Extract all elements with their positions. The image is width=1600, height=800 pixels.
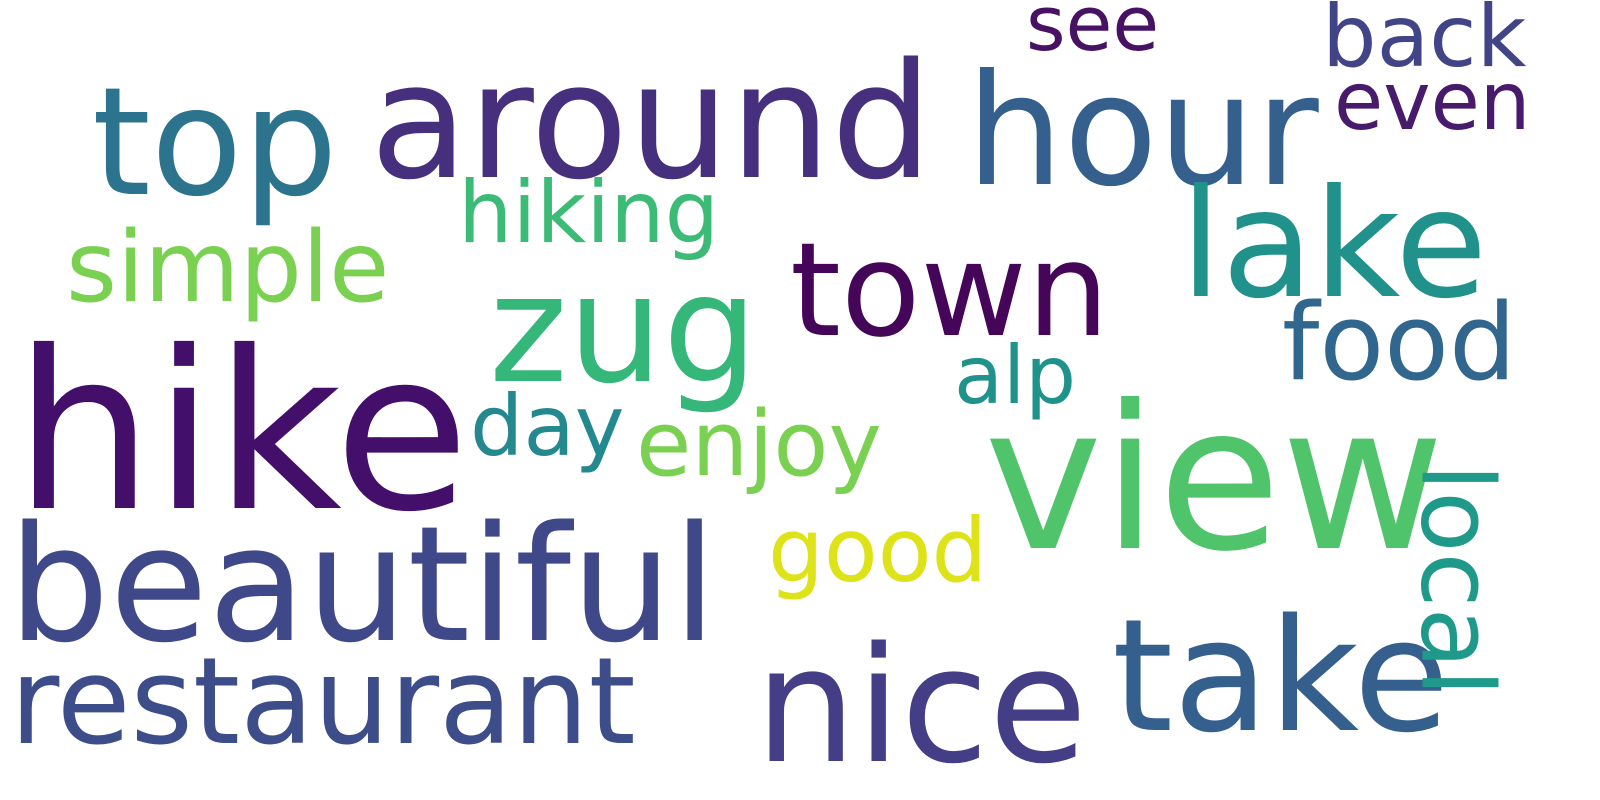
word-local: local xyxy=(1398,463,1516,697)
word-back: back xyxy=(1322,0,1527,87)
word-restaurant: restaurant xyxy=(10,633,636,772)
word-beautiful: beautiful xyxy=(8,491,717,678)
word-day: day xyxy=(470,377,625,475)
word-good: good xyxy=(768,499,988,602)
word-enjoy: enjoy xyxy=(636,392,882,497)
word-town: town xyxy=(790,214,1110,366)
word-take: take xyxy=(1112,585,1450,767)
word-hike: hike xyxy=(14,304,470,560)
word-hiking: hiking xyxy=(458,163,720,263)
word-zug: zug xyxy=(489,243,759,417)
word-see: see xyxy=(1026,0,1160,68)
word-hour: hour xyxy=(966,42,1319,221)
word-top: top xyxy=(92,56,338,230)
word-alp: alp xyxy=(954,329,1077,422)
word-simple: simple xyxy=(66,211,390,325)
word-food: food xyxy=(1282,281,1517,404)
word-view: view xyxy=(984,363,1445,596)
word-lake: lake xyxy=(1180,158,1488,332)
word-even: even xyxy=(1334,55,1531,148)
word-nice: nice xyxy=(755,612,1088,799)
word-around: around xyxy=(370,28,933,215)
